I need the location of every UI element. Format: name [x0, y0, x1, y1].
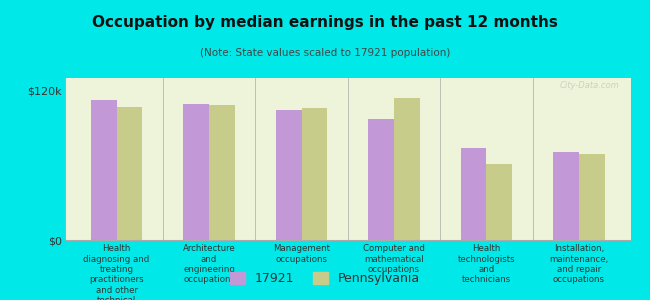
Bar [183, 104, 209, 240]
Bar [302, 108, 328, 240]
Bar [368, 119, 394, 240]
Bar [553, 152, 579, 240]
Bar [116, 107, 142, 240]
Bar [209, 105, 235, 240]
Bar [579, 154, 604, 240]
Text: (Note: State values scaled to 17921 population): (Note: State values scaled to 17921 popu… [200, 48, 450, 58]
Bar [486, 164, 512, 240]
Bar [461, 148, 486, 240]
Bar [91, 100, 116, 240]
Text: Occupation by median earnings in the past 12 months: Occupation by median earnings in the pas… [92, 15, 558, 30]
Bar [276, 110, 302, 240]
Bar [394, 98, 420, 240]
Text: City-Data.com: City-Data.com [560, 81, 619, 90]
Legend: 17921, Pennsylvania: 17921, Pennsylvania [227, 269, 422, 288]
